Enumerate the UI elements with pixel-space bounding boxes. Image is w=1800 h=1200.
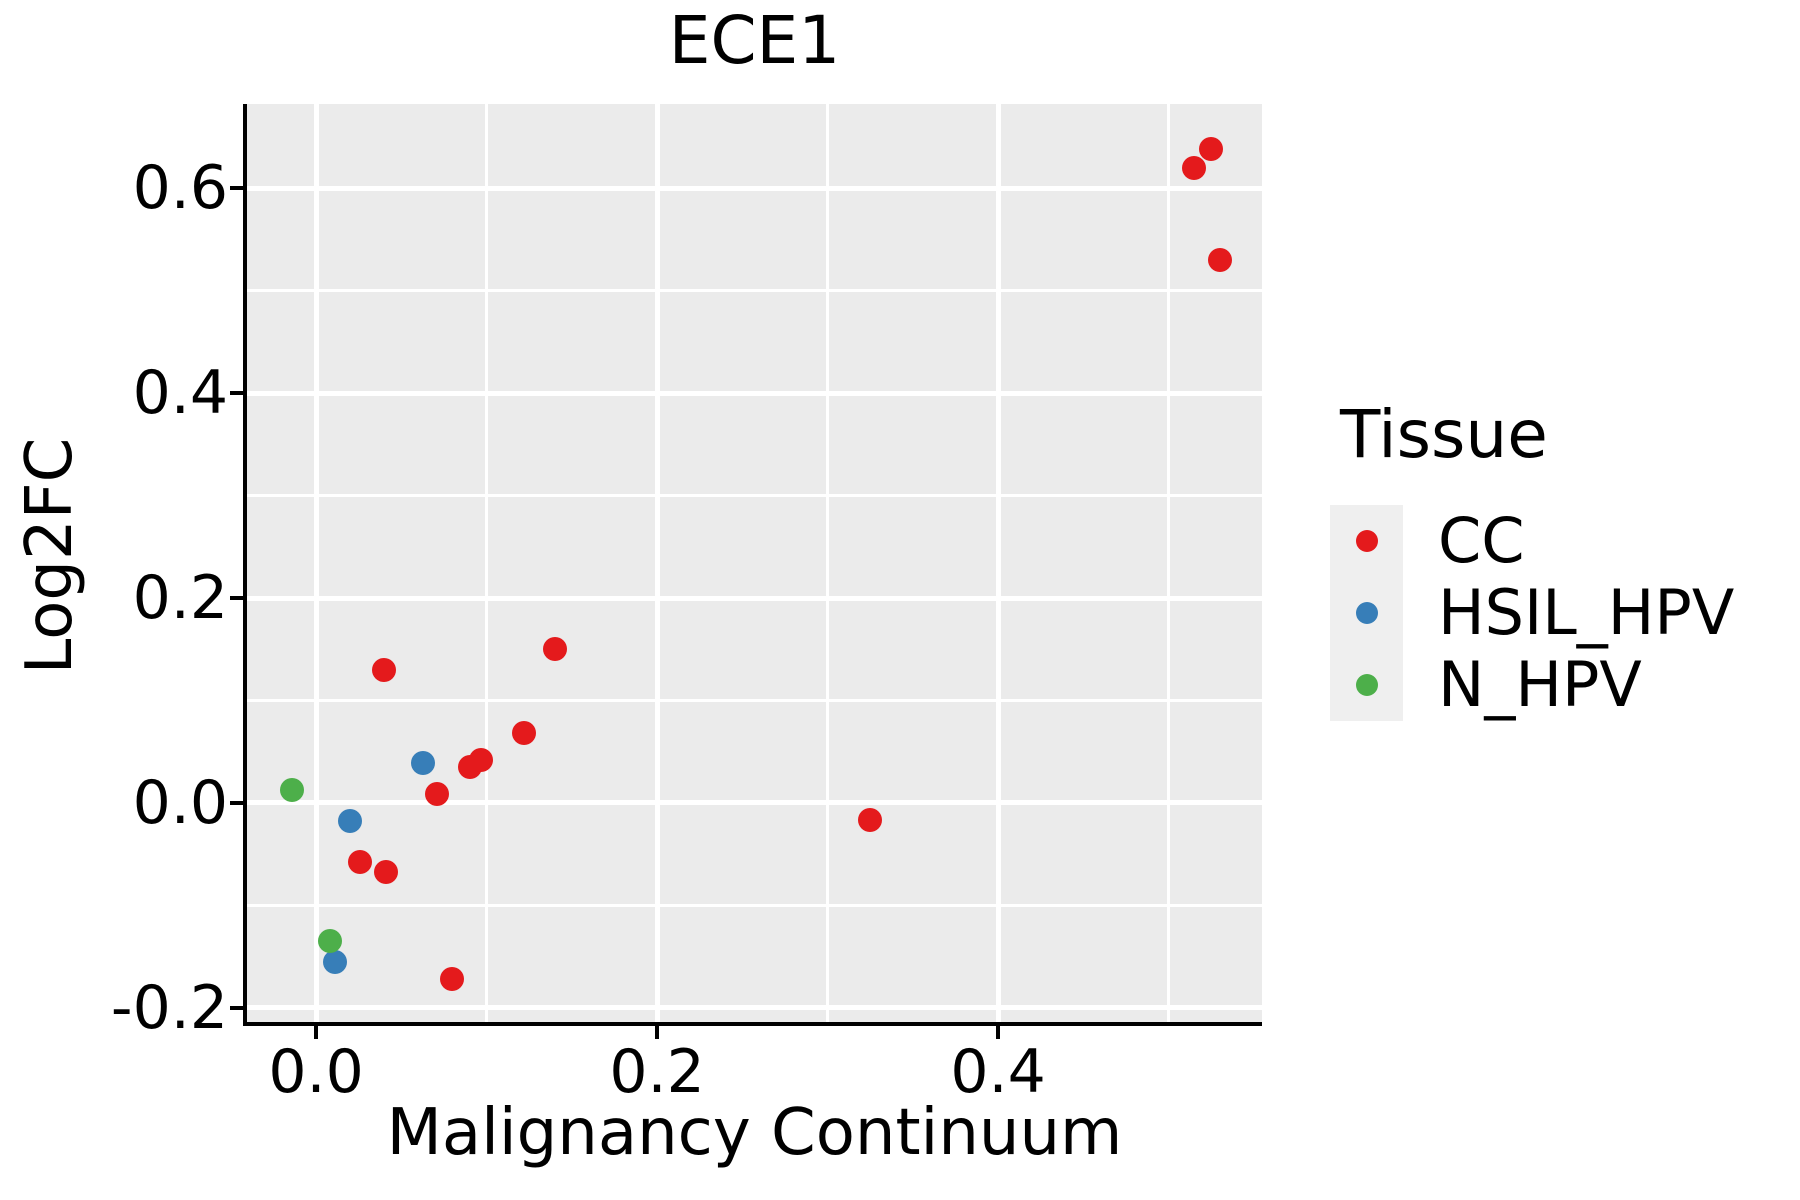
legend-key-HSIL_HPV xyxy=(1330,577,1403,649)
minor-gridline-y xyxy=(247,698,1262,702)
data-point-CC xyxy=(542,637,567,662)
minor-gridline-y xyxy=(247,494,1262,497)
major-gridline-x xyxy=(995,104,1001,1022)
legend-row-HSIL_HPV: HSIL_HPV xyxy=(1330,577,1800,649)
data-point-CC xyxy=(440,967,465,992)
legend-label-CC: CC xyxy=(1438,504,1525,577)
data-point-CC xyxy=(469,747,494,772)
data-point-CC xyxy=(1207,247,1232,272)
legend-dot-N_HPV xyxy=(1355,674,1378,696)
legend: Tissue CC HSIL_HPV N_HPV xyxy=(1330,400,1800,721)
x-axis-line xyxy=(243,1022,1262,1026)
legend-rows: CC HSIL_HPV N_HPV xyxy=(1330,505,1800,721)
major-gridline-x xyxy=(313,104,319,1022)
legend-label-N_HPV: N_HPV xyxy=(1438,648,1642,721)
x-axis-label: Malignancy Continuum xyxy=(386,1096,1123,1170)
major-gridline-y xyxy=(247,1005,1262,1011)
legend-dot-HSIL_HPV xyxy=(1355,602,1378,624)
y-tick-label: 0.4 xyxy=(132,358,228,429)
x-tick xyxy=(314,1026,319,1039)
major-gridline-y xyxy=(247,800,1262,806)
major-gridline-y xyxy=(247,390,1262,396)
plot-panel xyxy=(243,104,1262,1026)
data-point-CC xyxy=(1199,137,1224,162)
data-point-HSIL_HPV xyxy=(411,751,436,775)
plot-title: ECE1 xyxy=(668,2,841,79)
data-point-CC xyxy=(425,781,450,806)
y-axis-line xyxy=(243,104,247,1026)
data-point-CC xyxy=(1182,155,1207,180)
major-gridline-y xyxy=(247,185,1262,191)
legend-row-CC: CC xyxy=(1330,505,1800,577)
y-tick-label: 0.2 xyxy=(132,563,228,633)
y-tick-label: 0.6 xyxy=(132,153,228,224)
y-tick xyxy=(230,186,243,191)
data-point-CC xyxy=(858,808,883,833)
data-point-CC xyxy=(512,721,537,746)
legend-dot-CC xyxy=(1355,530,1378,552)
minor-gridline-y xyxy=(247,289,1262,293)
legend-key-CC xyxy=(1330,505,1403,577)
data-point-HSIL_HPV xyxy=(322,949,347,974)
legend-label-HSIL_HPV: HSIL_HPV xyxy=(1438,576,1735,649)
y-axis-label: Log2FC xyxy=(13,437,87,675)
data-point-CC xyxy=(373,859,398,884)
y-tick-label: -0.2 xyxy=(110,972,228,1043)
y-tick-label: 0.0 xyxy=(132,767,228,838)
data-point-HSIL_HPV xyxy=(338,809,363,834)
data-point-N_HPV xyxy=(280,777,305,802)
x-tick xyxy=(655,1026,660,1039)
x-tick-label: 0.2 xyxy=(609,1037,705,1107)
minor-gridline-y xyxy=(247,903,1262,907)
major-gridline-y xyxy=(247,595,1262,601)
data-point-N_HPV xyxy=(317,929,342,954)
data-point-CC xyxy=(348,850,373,875)
y-tick xyxy=(230,800,243,805)
minor-gridline-x xyxy=(1167,104,1171,1022)
x-tick-label: 0.4 xyxy=(950,1037,1046,1107)
x-tick-label: 0.0 xyxy=(268,1037,364,1107)
minor-gridline-x xyxy=(826,104,830,1022)
y-tick xyxy=(230,391,243,396)
legend-title: Tissue xyxy=(1340,396,1548,473)
legend-key-N_HPV xyxy=(1330,649,1403,721)
y-tick xyxy=(230,1005,243,1010)
minor-gridline-x xyxy=(485,104,489,1022)
major-gridline-x xyxy=(654,104,660,1022)
legend-row-N_HPV: N_HPV xyxy=(1330,649,1800,721)
data-point-CC xyxy=(372,657,397,682)
x-tick xyxy=(996,1026,1001,1039)
y-tick xyxy=(230,596,243,600)
